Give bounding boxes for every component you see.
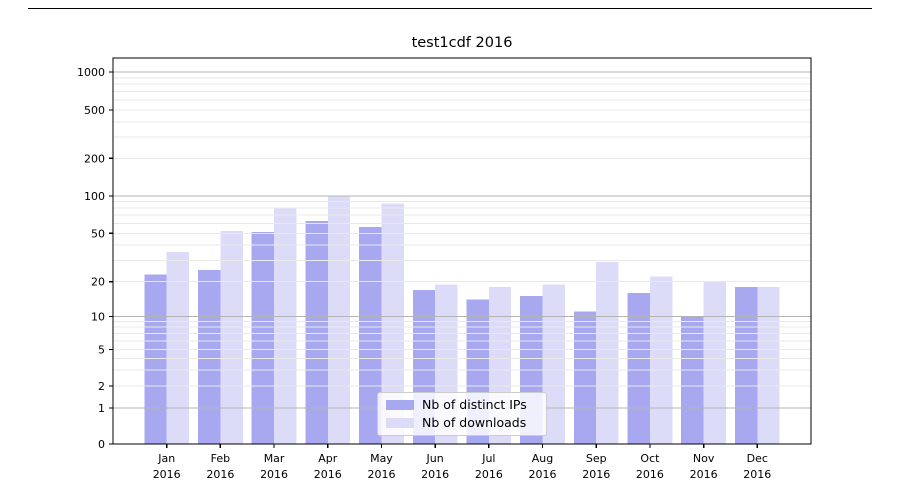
x-tick-label-month: Sep (586, 452, 607, 465)
bar-distinct-ips-dec (734, 286, 758, 444)
legend-label-distinct-ips: Nb of distinct IPs (422, 397, 527, 412)
legend-label-downloads: Nb of downloads (422, 414, 527, 430)
x-tick-label-month: Nov (693, 452, 715, 465)
y-tick-label: 5 (98, 344, 105, 357)
x-tick-label-month: Apr (318, 452, 338, 465)
x-tick-label-month: Feb (211, 452, 230, 465)
bar-downloads-mar (274, 208, 297, 444)
bar-distinct-ips-mar (251, 232, 275, 444)
x-tick-label-month: Jun (426, 452, 444, 465)
chart-title: test1cdf 2016 (412, 35, 513, 51)
y-tick-label: 1000 (77, 66, 105, 79)
bar-downloads-aug (542, 284, 565, 444)
x-tick-label-year: 2016 (367, 468, 395, 481)
bar-downloads-sep (596, 262, 619, 444)
x-tick-label-year: 2016 (260, 468, 288, 481)
y-tick-label: 50 (91, 227, 105, 240)
plot-frame (112, 57, 812, 445)
y-tick-label: 2 (98, 380, 105, 393)
bar-distinct-ips-sep (573, 311, 597, 444)
x-tick-label-year: 2016 (153, 468, 181, 481)
bar-downloads-jan (166, 252, 190, 444)
bar-distinct-ips-apr (305, 220, 328, 444)
legend-swatch-downloads (386, 417, 414, 428)
x-tick-label-month: May (370, 452, 393, 465)
x-tick-label-month: Aug (532, 452, 553, 465)
bar-distinct-ips-nov (681, 316, 704, 444)
x-tick-label-year: 2016 (690, 468, 718, 481)
bar-downloads-nov (703, 281, 727, 444)
bar-distinct-ips-feb (197, 269, 221, 444)
legend-swatch-distinct-ips (386, 400, 414, 411)
y-tick-label: 100 (84, 190, 105, 203)
bar-downloads-apr (327, 196, 351, 444)
y-tick-label: 0 (98, 438, 105, 451)
y-tick-label: 10 (91, 311, 105, 324)
x-tick-label-year: 2016 (582, 468, 610, 481)
x-tick-label-year: 2016 (475, 468, 503, 481)
bar-distinct-ips-jan (144, 274, 167, 444)
legend: Nb of distinct IPs Nb of downloads (377, 392, 547, 436)
y-tick-label: 200 (84, 152, 105, 165)
bar-downloads-oct (649, 276, 673, 444)
legend-item-distinct-ips: Nb of distinct IPs (386, 397, 537, 412)
x-tick-label-year: 2016 (206, 468, 234, 481)
bar-downloads-feb (220, 231, 243, 444)
y-tick-label: 1 (98, 402, 105, 415)
x-tick-label-year: 2016 (314, 468, 342, 481)
y-tick-label: 20 (91, 276, 105, 289)
x-tick-label-year: 2016 (743, 468, 771, 481)
bar-distinct-ips-oct (627, 292, 650, 444)
x-tick-label-year: 2016 (529, 468, 557, 481)
x-tick-label-month: Mar (264, 452, 285, 465)
bar-downloads-may (381, 203, 404, 444)
bar-downloads-dec (757, 286, 780, 444)
top-divider-line (28, 8, 872, 9)
x-tick-label-year: 2016 (421, 468, 449, 481)
legend-item-downloads: Nb of downloads (386, 414, 537, 430)
x-tick-label-year: 2016 (636, 468, 664, 481)
x-tick-label-month: Dec (747, 452, 768, 465)
x-tick-label-month: Jul (481, 452, 495, 465)
x-tick-label-month: Jan (157, 452, 175, 465)
y-tick-label: 500 (84, 104, 105, 117)
x-tick-label-month: Oct (640, 452, 660, 465)
